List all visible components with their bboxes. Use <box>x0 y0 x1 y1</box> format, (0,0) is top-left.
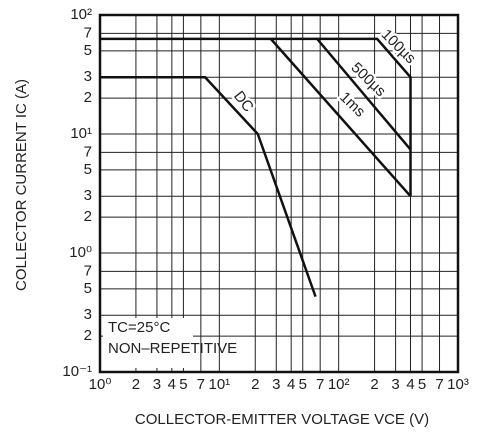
safe-area-line <box>269 38 412 198</box>
x-tick-label: 10⁰ <box>89 376 112 393</box>
x-tick-label: 7 <box>435 376 443 393</box>
y-tick-label: 5 <box>84 280 92 297</box>
annotation: NON–REPETITIVE <box>108 340 237 357</box>
x-tick-label: 3 <box>391 376 399 393</box>
x-tick-label: 10² <box>328 376 350 393</box>
y-tick-label: 7 <box>84 262 92 279</box>
y-tick-label: 5 <box>84 42 92 59</box>
y-axis-title: COLLECTOR CURRENT IC (A) <box>13 79 30 291</box>
safe-area-line <box>316 38 412 151</box>
x-axis-title: COLLECTOR-EMITTER VOLTAGE VCE (V) <box>135 411 429 428</box>
x-tick-label: 3 <box>153 376 161 393</box>
x-tick-label: 10³ <box>447 376 469 393</box>
y-tick-label: 5 <box>84 161 92 178</box>
annotation-box <box>103 318 193 368</box>
x-tick-label: 7 <box>316 376 324 393</box>
x-tick-label: 7 <box>197 376 205 393</box>
safe-area-line <box>100 75 317 298</box>
y-tick-label: 10⁻¹ <box>62 363 92 380</box>
y-tick-label: 2 <box>84 327 92 344</box>
y-tick-label: 10⁰ <box>69 244 92 261</box>
x-tick-label: 5 <box>299 376 307 393</box>
x-tick-label: 4 <box>287 376 295 393</box>
plot-frame <box>98 13 460 374</box>
y-tick-label: 2 <box>84 208 92 225</box>
y-tick-label: 3 <box>84 68 92 85</box>
y-tick-label: 7 <box>84 24 92 41</box>
y-tick-label: 2 <box>84 89 92 106</box>
x-tick-label: 5 <box>179 376 187 393</box>
series-label: DC <box>230 88 257 116</box>
x-tick-label: 10¹ <box>208 376 230 393</box>
safe-area-line <box>100 37 412 197</box>
x-tick-label: 2 <box>370 376 378 393</box>
y-tick-label: 7 <box>84 143 92 160</box>
x-tick-label: 2 <box>251 376 259 393</box>
x-tick-label: 2 <box>132 376 140 393</box>
y-tick-label: 10² <box>70 6 92 23</box>
x-tick-label: 4 <box>168 376 176 393</box>
y-tick-label: 3 <box>84 306 92 323</box>
x-tick-label: 4 <box>406 376 414 393</box>
x-tick-label: 3 <box>272 376 280 393</box>
x-tick-label: 5 <box>418 376 426 393</box>
y-tick-label: 3 <box>84 187 92 204</box>
annotation: TC=25°C <box>108 319 170 336</box>
y-tick-label: 10¹ <box>70 125 92 142</box>
